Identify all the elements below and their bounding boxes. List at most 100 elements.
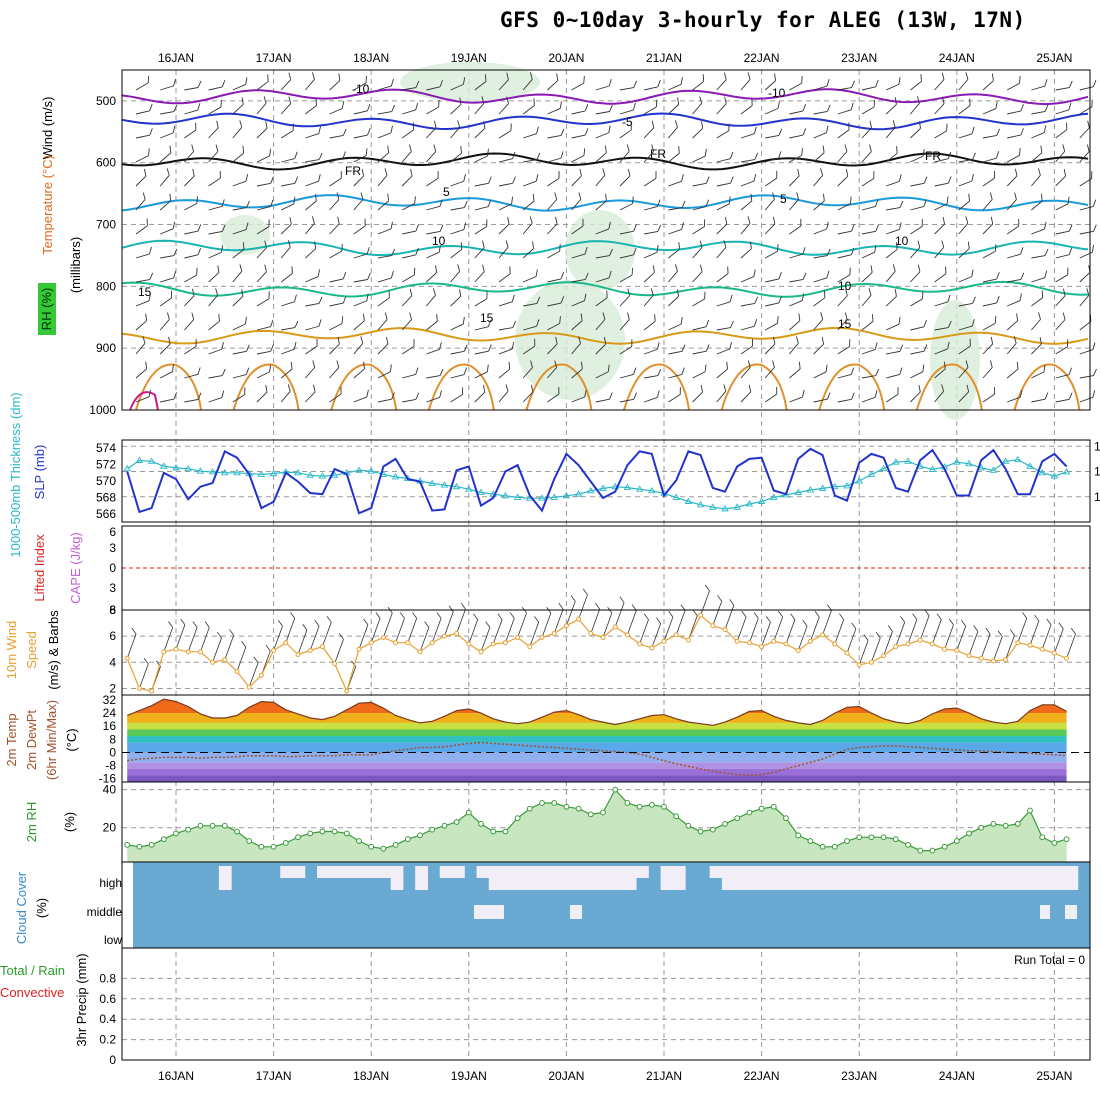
wind-barb: [837, 288, 848, 307]
wind-barb: [159, 364, 174, 379]
cloud-clear-high: [378, 866, 392, 878]
wind-barb: [232, 242, 245, 259]
wind-barb: [450, 145, 462, 163]
wind10m-barb: [187, 621, 198, 652]
wind-barb: [353, 103, 371, 115]
wind-barb: [982, 216, 994, 235]
thickness-marker: [928, 465, 937, 472]
wind-barb: [885, 146, 898, 163]
dewpoint-line: [127, 741, 1067, 777]
wind10m-barb: [919, 609, 930, 641]
wind-barb: [1079, 120, 1090, 139]
wind-barb: [208, 313, 220, 331]
wind-barb: [668, 97, 680, 115]
wind10m-point: [515, 634, 521, 640]
wind-barb: [135, 168, 147, 187]
wind-barb: [740, 360, 751, 379]
top-tick-label: 21JAN: [646, 51, 682, 65]
wind-barb: [184, 312, 195, 331]
wind-barb: [885, 242, 898, 259]
wind-barb: [934, 240, 945, 259]
wind-barb: [692, 264, 703, 283]
wind-barb: [595, 364, 610, 379]
wind-barb: [861, 265, 873, 283]
wind-barb: [910, 344, 928, 355]
rh-point: [636, 803, 643, 810]
ylabel-cloud-cover: Cloud Cover: [14, 871, 29, 944]
wind-barb: [450, 97, 462, 115]
wind-barb: [184, 247, 202, 259]
wind-barb: [401, 267, 416, 283]
wind10m-barb: [248, 656, 259, 688]
wind-barb: [135, 103, 153, 115]
wind10m-point: [905, 641, 911, 647]
wind-barb: [619, 392, 637, 403]
wind-barb: [958, 296, 976, 307]
contour-label: 10: [838, 279, 852, 293]
warm-contour: [525, 363, 593, 411]
wind-barb: [305, 360, 316, 379]
wind10m-barb: [444, 605, 454, 637]
wind-barb: [256, 219, 270, 235]
wind-barb: [281, 294, 297, 307]
wind-barb: [498, 151, 516, 163]
ylabel-temp-units: (°C): [64, 728, 79, 751]
wind-barb: [208, 288, 219, 307]
wind10m-point: [441, 633, 447, 639]
cloud-clear-high: [844, 866, 858, 890]
wind10m-barb: [431, 612, 442, 643]
isotherm-line: [121, 194, 1089, 212]
thickness-marker: [196, 467, 205, 474]
wind-barb: [184, 144, 195, 163]
cloud-clear-high: [292, 866, 306, 878]
ylabel-6hr-minmax: (6hr Min/Max): [44, 700, 59, 780]
wind-barb: [982, 128, 1001, 139]
wind-barb: [474, 344, 492, 355]
wind-barb: [789, 148, 803, 163]
wind-barb: [619, 312, 630, 331]
wind-barb: [910, 148, 925, 163]
wind-barb: [256, 199, 274, 211]
wind10m-point: [588, 631, 594, 637]
wind-barb: [958, 72, 969, 91]
wind-barb: [764, 244, 779, 259]
thickness-marker: [330, 471, 339, 478]
wind-barb: [982, 192, 993, 211]
wind-barb: [595, 312, 606, 331]
thickness-marker: [440, 481, 449, 488]
wind-barb: [498, 341, 515, 355]
wind-barb: [402, 102, 419, 115]
rh-shading: [565, 210, 635, 290]
wind10m-barb: [602, 606, 613, 638]
thickness-marker: [294, 468, 302, 476]
wind-barb: [595, 104, 613, 115]
wind-barb: [1055, 339, 1069, 355]
thickness-marker: [953, 458, 961, 465]
wind10m-point: [881, 653, 887, 659]
wind-barb: [692, 96, 703, 115]
cloud-clear-high: [501, 866, 514, 890]
wind-barb: [910, 384, 921, 403]
rh-point: [502, 828, 509, 835]
slp-tick-label: 1012: [1094, 490, 1100, 504]
wind10m-point: [344, 688, 350, 694]
cloud-clear-high: [550, 866, 563, 890]
cloud-clear-high: [795, 866, 809, 890]
thickness-tick-label: 572: [96, 458, 116, 472]
cloud-clear-high: [746, 866, 760, 890]
wind-barb: [668, 120, 678, 139]
thickness-marker: [831, 482, 839, 490]
wind10m-point: [185, 649, 191, 655]
wind-barb: [789, 128, 807, 139]
wind-barb: [402, 224, 419, 235]
thickness-marker: [757, 497, 766, 504]
wind-barb: [1055, 122, 1068, 139]
thickness-marker: [562, 491, 571, 499]
wind-barb: [861, 390, 878, 403]
thickness-marker: [318, 472, 327, 479]
wind10m-barb: [712, 595, 723, 626]
ylabel-wind10m-speed: Speed: [24, 631, 39, 669]
slp-tick-label: 1016: [1094, 439, 1100, 453]
wind-barb: [232, 77, 248, 91]
wind-barb: [184, 288, 195, 307]
